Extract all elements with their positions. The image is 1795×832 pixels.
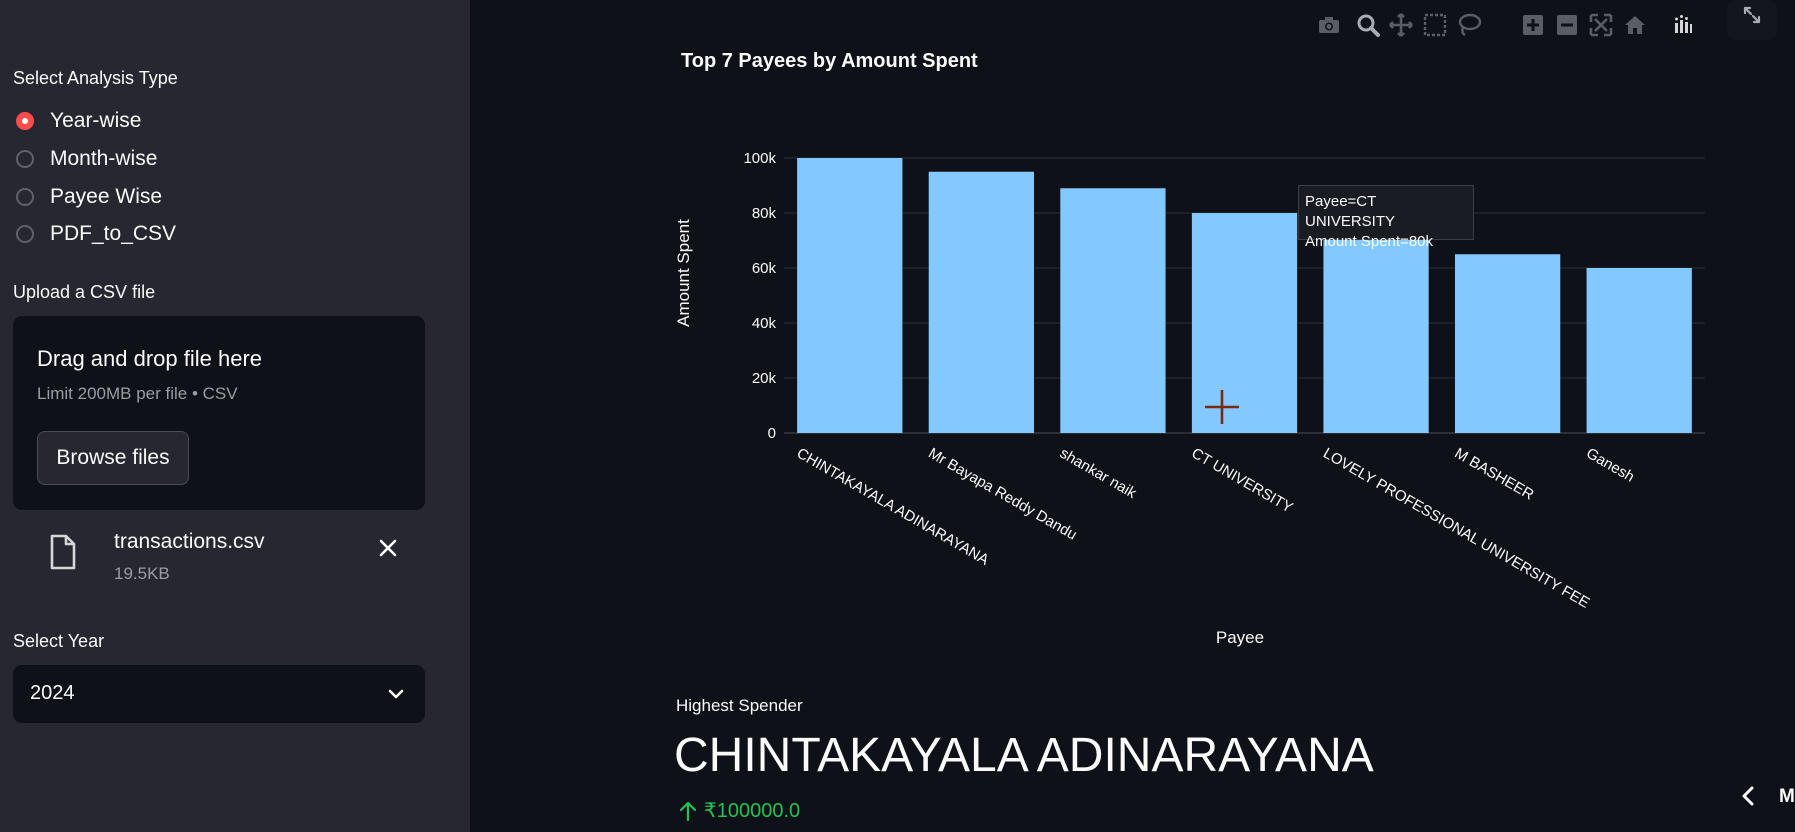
x-tick-label: CT UNIVERSITY [1189,445,1296,517]
metric-delta-value: ₹100000.0 [704,800,801,822]
upload-label: Upload a CSV file [13,282,156,302]
metric-value: CHINTAKAYALA ADINARAYANA [674,729,1374,782]
radio-button-icon[interactable] [16,150,34,168]
metric-delta: ₹100000.0 [678,798,800,823]
zoom-icon[interactable] [1355,12,1381,38]
bar-chart[interactable]: 0 20k 40k 60k 80k 100k CHINTAKAYALA ADINARAYA… [660,95,1720,655]
reset-axes-icon[interactable] [1622,12,1648,38]
bar[interactable] [928,171,1034,433]
radio-label: Year-wise [50,109,142,132]
zoom-out-icon[interactable] [1554,12,1580,38]
radio-label: PDF_to_CSV [50,222,177,245]
chevron-left-icon[interactable] [1738,784,1758,808]
bar[interactable] [1191,213,1298,433]
tooltip-line-payee: Payee=CT UNIVERSITY [1305,193,1396,230]
camera-icon[interactable] [1316,12,1342,38]
radio-month-wise[interactable]: Month-wise [16,144,157,174]
file-size: 19.5KB [114,564,170,583]
file-icon [50,534,76,570]
bar[interactable] [1586,268,1692,433]
zoom-in-icon[interactable] [1520,12,1546,38]
bar[interactable] [1323,237,1429,433]
dropzone-title: Drag and drop file here [37,346,263,371]
chart-title: Top 7 Payees by Amount Spent [681,50,978,72]
radio-button-icon[interactable] [16,225,34,243]
x-tick-label: M BASHEER [1452,445,1537,504]
close-icon[interactable] [374,534,402,562]
tooltip-line-amount: Amount Spent=80k [1305,233,1434,250]
radio-label: Month-wise [50,147,158,170]
arrow-up-icon [679,801,697,821]
metric-label: Highest Spender [676,696,803,715]
y-tick-label: 80k [752,205,777,222]
chart-tooltip: Payee=CT UNIVERSITY Amount Spent=80k [1298,185,1474,250]
year-selected-value: 2024 [30,682,75,704]
bar[interactable] [797,158,903,433]
lasso-select-icon[interactable] [1456,12,1482,38]
browse-files-button[interactable]: Browse files [37,431,189,485]
select-year-label: Select Year [13,631,105,651]
radio-button-icon[interactable] [16,112,34,130]
file-name: transactions.csv [114,530,265,553]
y-tick-label: 100k [743,150,776,167]
sidebar: Select Analysis Type Year-wise Month-wis… [0,0,470,832]
analysis-type-label: Select Analysis Type [13,68,178,88]
radio-payee-wise[interactable]: Payee Wise [16,182,162,212]
bars [797,158,1692,433]
x-axis-label: Payee [1216,628,1264,647]
bar[interactable] [1060,188,1166,433]
edge-truncated-text: M [1779,786,1795,807]
y-tick-label: 40k [752,315,777,332]
expand-icon [1743,6,1761,24]
radio-pdf-to-csv[interactable]: PDF_to_CSV [16,219,176,249]
year-select[interactable]: 2024 [13,665,425,723]
fullscreen-button[interactable] [1727,0,1777,40]
radio-label: Payee Wise [50,185,163,208]
file-dropzone[interactable]: Drag and drop file here Limit 200MB per … [13,316,425,510]
plotly-logo-icon[interactable] [1670,12,1696,38]
radio-year-wise[interactable]: Year-wise [16,106,141,136]
radio-button-icon[interactable] [16,188,34,206]
box-select-icon[interactable] [1422,12,1448,38]
chevron-down-icon [388,689,404,699]
pan-icon[interactable] [1388,12,1414,38]
y-tick-labels: 0 20k 40k 60k 80k 100k [743,150,776,442]
y-axis-label: Amount Spent [674,219,693,327]
uploaded-file-row: transactions.csv 19.5KB [0,520,470,590]
y-tick-label: 20k [752,370,777,387]
x-tick-label: shankar naik [1057,445,1140,502]
autoscale-icon[interactable] [1588,12,1614,38]
bar[interactable] [1455,254,1561,433]
y-tick-label: 60k [752,260,777,277]
y-tick-label: 0 [768,425,776,442]
crosshair-cursor-icon [1205,390,1239,424]
x-tick-label: Ganesh [1583,445,1637,486]
dropzone-limit: Limit 200MB per file • CSV [37,384,238,403]
x-tick-label: LOVELY PROFESSIONAL UNIVERSITY FEE [1320,445,1592,612]
